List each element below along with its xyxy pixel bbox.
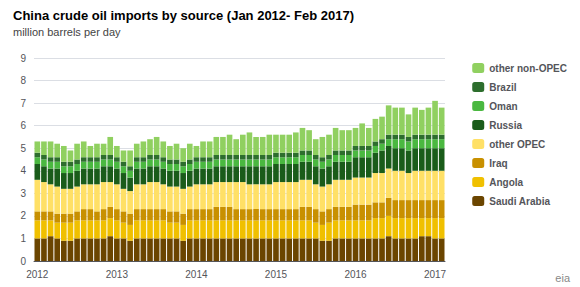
svg-text:5: 5 [20,143,26,154]
svg-text:2013: 2013 [106,269,129,280]
svg-text:2015: 2015 [265,269,288,280]
svg-text:2016: 2016 [344,269,367,280]
svg-text:Russia: Russia [489,120,522,131]
svg-text:7: 7 [20,98,26,109]
svg-text:4: 4 [20,165,26,176]
svg-text:Saudi Arabia: Saudi Arabia [489,196,550,207]
svg-text:2014: 2014 [185,269,208,280]
svg-text:8: 8 [20,75,26,86]
svg-text:eia: eia [555,272,571,284]
svg-text:0: 0 [20,256,26,267]
svg-text:6: 6 [20,120,26,131]
svg-text:9: 9 [20,53,26,64]
svg-text:1: 1 [20,233,26,244]
svg-text:million barrels per day: million barrels per day [13,26,121,38]
svg-text:3: 3 [20,188,26,199]
svg-text:2012: 2012 [26,269,49,280]
svg-text:Angola: Angola [489,177,523,188]
svg-text:other OPEC: other OPEC [489,139,545,150]
svg-text:Oman: Oman [489,101,517,112]
svg-text:Iraq: Iraq [489,158,507,169]
svg-text:Brazil: Brazil [489,82,516,93]
svg-text:China crude oil imports by sou: China crude oil imports by source (Jan 2… [13,8,354,23]
svg-text:2017: 2017 [424,269,447,280]
svg-text:2: 2 [20,210,26,221]
svg-text:other non-OPEC: other non-OPEC [489,63,567,74]
